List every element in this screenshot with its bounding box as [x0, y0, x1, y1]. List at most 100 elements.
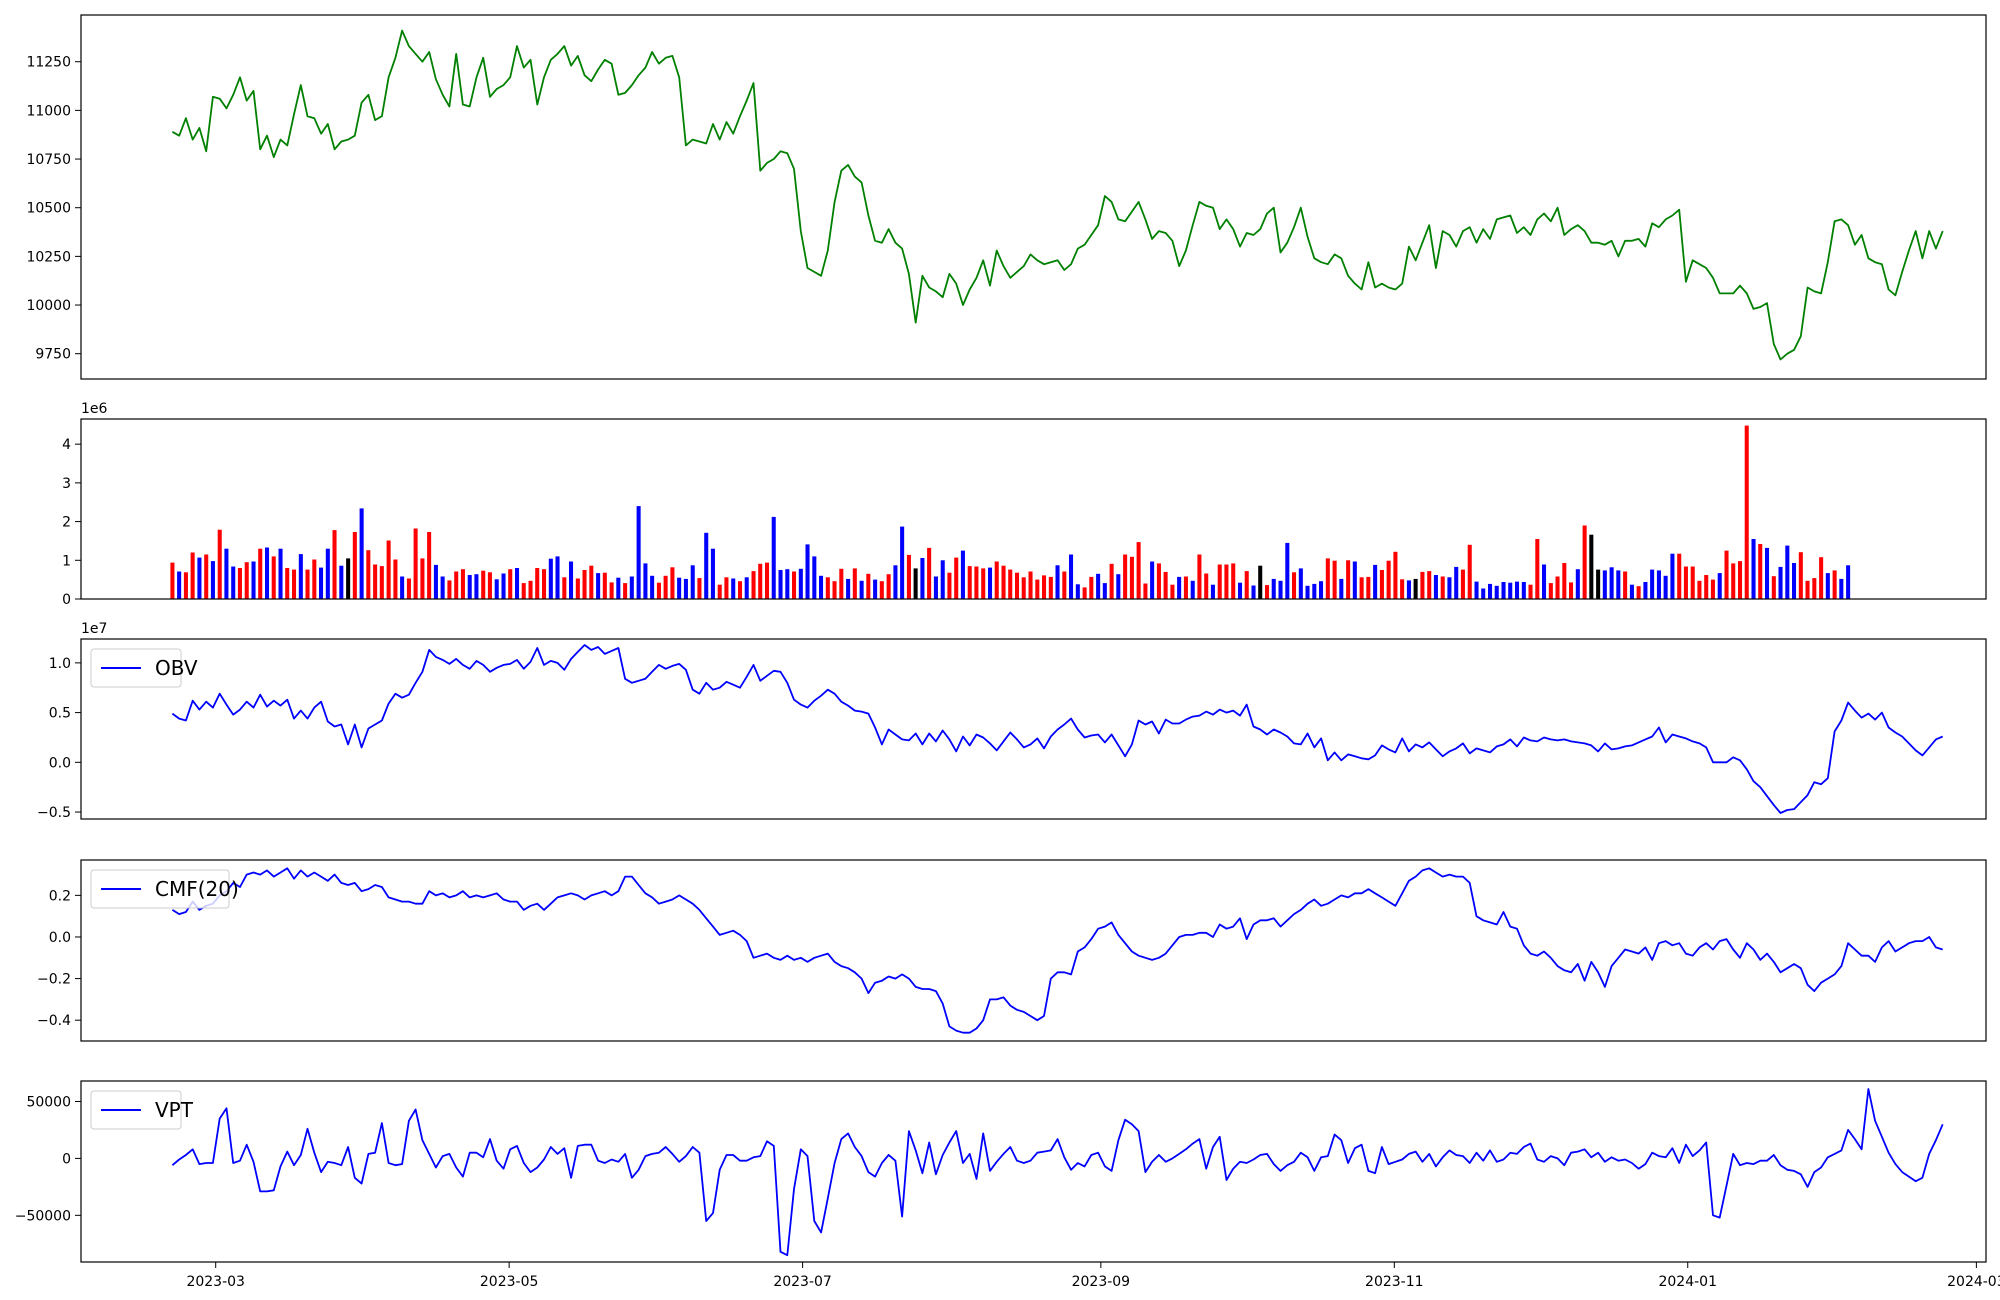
volume-bar: [623, 583, 628, 599]
vpt-y-tick-label: −50000: [15, 1208, 71, 1224]
volume-bar: [1575, 569, 1580, 599]
volume-bar: [981, 568, 986, 599]
obv-y-tick-label: −0.5: [37, 805, 71, 821]
volume-bar: [1265, 585, 1270, 599]
volume-bar: [210, 561, 215, 599]
obv-y-tick-label: 0.5: [49, 706, 71, 722]
volume-bar: [1602, 570, 1607, 599]
volume-bar: [1015, 572, 1020, 599]
volume-bar: [1224, 564, 1229, 599]
volume-bar: [1623, 571, 1628, 599]
volume-bar: [1542, 564, 1547, 599]
volume-bar: [1765, 547, 1770, 599]
volume-bar: [663, 575, 668, 599]
volume-bar: [1190, 580, 1195, 599]
volume-bar: [1501, 582, 1506, 599]
volume-bar: [1359, 577, 1364, 599]
volume-bar: [636, 506, 641, 599]
volume-bar: [900, 526, 905, 599]
volume-bar: [1319, 581, 1324, 599]
volume-bar: [1042, 575, 1047, 599]
obv-legend: OBV: [90, 648, 198, 688]
volume-bar: [548, 558, 553, 599]
obv-y-axis: −0.5 0.0 0.5 1.0: [37, 656, 81, 821]
volume-bar: [305, 569, 310, 599]
volume-bar: [1177, 576, 1182, 599]
volume-bar: [393, 559, 398, 599]
volume-bar: [1616, 570, 1621, 599]
volume-bar: [886, 574, 891, 599]
volume-bar: [1089, 576, 1094, 599]
obv-axis-offset-label: 1e7: [81, 621, 107, 637]
volume-bar: [704, 532, 709, 599]
volume-bar: [1197, 554, 1202, 599]
volume-bar: [1609, 567, 1614, 599]
volume-bar: [650, 575, 655, 599]
volume-bar: [217, 529, 222, 599]
volume-bars-layer: [170, 425, 1851, 599]
volume-bar: [1515, 581, 1520, 599]
volume-bar: [738, 581, 743, 599]
volume-bar: [312, 559, 317, 599]
cmf-y-tick-label: −0.4: [37, 1013, 71, 1029]
price-y-tick-label: 11250: [26, 55, 71, 71]
volume-bar: [1379, 570, 1384, 599]
volume-bar: [1244, 571, 1249, 599]
price-series-line: [171, 29, 1944, 361]
volume-bar: [278, 548, 283, 599]
volume-bar: [1683, 566, 1688, 599]
volume-bar: [1400, 579, 1405, 599]
volume-bar: [1481, 588, 1486, 599]
volume-bar: [1352, 561, 1357, 599]
volume-bar: [406, 578, 411, 599]
volume-bar: [812, 556, 817, 599]
date-x-tick-label: 2024-03: [1947, 1274, 2000, 1290]
volume-bar: [1217, 564, 1222, 599]
volume-bar: [913, 568, 918, 599]
volume-bar: [1292, 572, 1297, 599]
volume-bar: [271, 556, 276, 599]
volume-bar: [798, 568, 803, 599]
volume-bar: [251, 561, 256, 599]
volume-bar: [386, 540, 391, 599]
volume-bar: [1731, 563, 1736, 599]
volume-bar: [481, 570, 486, 599]
volume-bar: [1082, 587, 1087, 599]
cmf-legend: CMF(20): [90, 869, 239, 909]
volume-bar: [988, 567, 993, 599]
volume-bar: [839, 568, 844, 599]
volume-bar: [1839, 578, 1844, 599]
volume-bar: [1629, 584, 1634, 599]
volume-bar: [1433, 575, 1438, 599]
volume-bar: [1062, 571, 1067, 599]
volume-bar: [1346, 560, 1351, 599]
volume-bar: [521, 583, 526, 599]
volume-bar: [927, 547, 932, 599]
volume-bar: [960, 550, 965, 599]
volume-bar: [1562, 563, 1567, 599]
cmf-y-tick-label: −0.2: [37, 972, 71, 988]
volume-y-tick-label: 2: [62, 515, 71, 531]
volume-bar: [602, 572, 607, 599]
volume-axis-offset-label: 1e6: [81, 401, 108, 417]
vpt-panel-frame: [80, 1080, 1987, 1263]
volume-bar: [183, 572, 188, 599]
volume-bar: [237, 568, 242, 599]
volume-bar: [1109, 563, 1114, 599]
volume-bar: [1528, 584, 1533, 599]
volume-bar: [731, 578, 736, 599]
volume-bar: [906, 554, 911, 599]
volume-bar: [893, 565, 898, 599]
volume-bar: [359, 508, 364, 599]
volume-bar: [494, 579, 499, 599]
volume-bar: [1251, 585, 1256, 599]
volume-bar: [204, 554, 209, 599]
volume-bar: [1298, 568, 1303, 599]
volume-bar: [244, 562, 249, 599]
volume-bar: [292, 569, 297, 599]
volume-bar: [1677, 553, 1682, 599]
vpt-y-tick-label: 50000: [26, 1094, 71, 1110]
volume-bar: [487, 572, 492, 599]
volume-bar: [366, 550, 371, 599]
volume-bar: [1163, 571, 1168, 599]
